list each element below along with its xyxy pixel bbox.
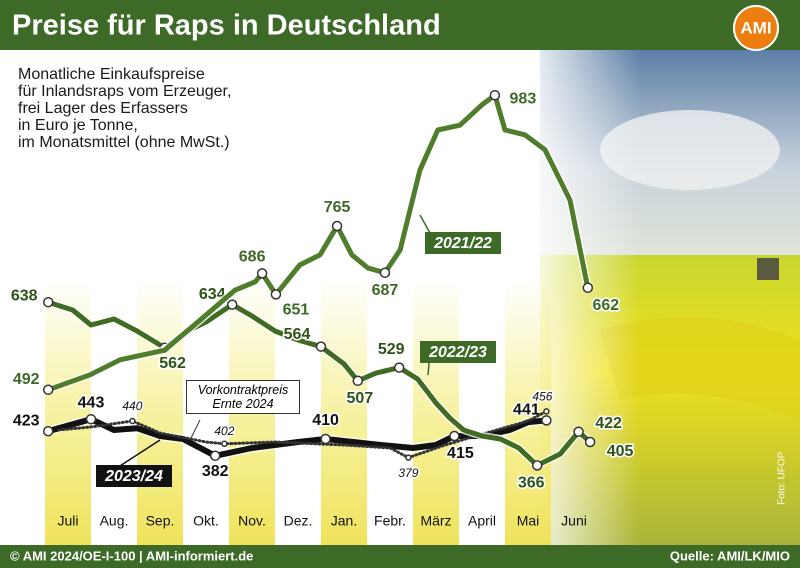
x-tick-label: Jan. [331, 513, 357, 529]
data-label: 662 [592, 297, 619, 314]
series-label: 2023/24 [104, 468, 163, 485]
point-marker [221, 440, 228, 448]
data-label: 983 [510, 90, 537, 107]
data-label: 382 [202, 463, 229, 480]
point-marker [405, 454, 412, 461]
x-tick-label: Mai [517, 513, 540, 529]
photo-cloud [600, 110, 780, 190]
line [45, 299, 593, 468]
chart-title: Preise für Raps in Deutschland [12, 10, 441, 42]
point-marker [531, 460, 543, 471]
x-tick-label: April [468, 513, 496, 529]
point-marker [129, 417, 136, 425]
data-label: 440 [122, 399, 142, 413]
title-bar [0, 0, 800, 50]
series-label: Vorkontraktpreis Ernte 2024 [186, 380, 300, 414]
x-tick-label: Dez. [284, 513, 313, 529]
x-tick-label: Juli [57, 513, 78, 529]
photo-hide [757, 258, 779, 280]
month-stripe [137, 280, 183, 545]
point-marker [209, 450, 221, 462]
month-stripe [45, 280, 91, 545]
data-label: 492 [13, 371, 40, 388]
logo [733, 5, 779, 51]
x-tick-label: Sep. [146, 513, 175, 529]
point-marker [489, 89, 501, 101]
subtitle-line: Monatliche Einkaufspreise [18, 66, 205, 83]
point-marker [315, 341, 327, 352]
data-label: 638 [11, 287, 38, 304]
label-pointer [189, 419, 201, 441]
point-marker [573, 426, 584, 438]
data-label: 507 [346, 390, 373, 407]
month-stripe [321, 280, 367, 545]
point-marker [449, 430, 460, 442]
point-marker [379, 267, 391, 279]
point-marker [256, 268, 268, 279]
photo-field-band [600, 317, 800, 420]
point-marker [42, 425, 54, 437]
point-marker [352, 375, 364, 387]
footer-left: © AMI 2024/OE-I-100 | AMI-informiert.de [10, 548, 253, 563]
point-marker [226, 299, 238, 310]
data-label: 564 [284, 326, 311, 343]
data-label: 402 [214, 424, 234, 438]
data-label: 379 [398, 466, 418, 480]
x-tick-label: Nov. [238, 513, 266, 529]
point-marker [42, 296, 54, 308]
x-tick-label: Febr. [374, 513, 406, 529]
data-label: 456 [532, 390, 552, 404]
data-label: 422 [595, 415, 622, 432]
x-tick-label: Aug. [100, 513, 129, 529]
series-label-box [425, 232, 501, 254]
series-label-box [420, 341, 496, 363]
subtitle-line: im Monatsmittel (ohne MwSt.) [18, 134, 230, 151]
series-label: 2021/22 [433, 235, 492, 252]
point-marker [582, 282, 594, 294]
data-label: 529 [378, 341, 405, 358]
data-label: 651 [283, 302, 310, 319]
subtitle-line: in Euro je Tonne, [18, 117, 138, 134]
data-label: 686 [239, 249, 266, 266]
data-label: 405 [607, 443, 634, 460]
x-tick-label: März [420, 513, 451, 529]
point-marker [393, 362, 405, 373]
data-label: 366 [518, 475, 545, 492]
data-label: 765 [324, 199, 351, 216]
subtitle-line: frei Lager des Erfassers [18, 100, 188, 117]
data-label: 562 [159, 355, 186, 372]
point-marker [270, 289, 282, 300]
point-marker [331, 220, 343, 232]
photo-credit: Foto: UFOP [777, 451, 788, 505]
month-stripe [413, 280, 459, 545]
data-label: 423 [13, 412, 40, 429]
logo-text: AMI [740, 18, 771, 37]
data-label: 687 [372, 282, 399, 299]
x-tick-label: Juni [561, 513, 587, 529]
point-marker [541, 415, 552, 426]
data-label: 443 [78, 394, 105, 411]
series-label-box [96, 465, 172, 487]
point-marker [584, 436, 596, 448]
subtitle-line: für Inlandsraps vom Erzeuger, [18, 83, 232, 100]
point-marker [543, 408, 550, 415]
line [45, 92, 591, 393]
data-label: 415 [447, 445, 474, 462]
footer-right: Quelle: AMI/LK/MIO [670, 548, 790, 563]
point-marker [85, 413, 97, 425]
subtitle: Monatliche Einkaufspreise für Inlandsraps… [18, 66, 231, 151]
data-label: 441 [513, 402, 540, 419]
point-marker [42, 384, 54, 396]
footer-bar [0, 545, 800, 568]
series-label: 2022/23 [428, 344, 487, 361]
data-label: 410 [312, 412, 339, 429]
x-tick-label: Okt. [193, 513, 219, 529]
point-marker [320, 433, 331, 445]
